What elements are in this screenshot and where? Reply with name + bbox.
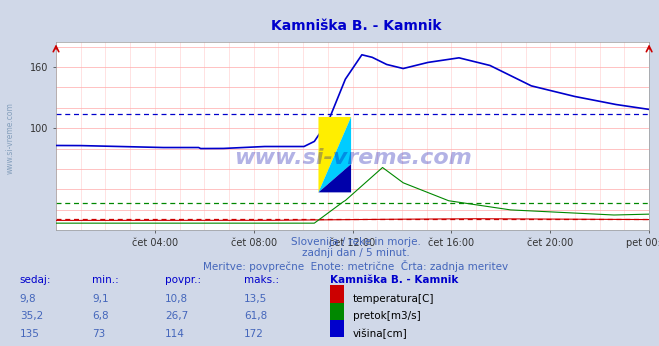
Text: Slovenija / reke in morje.: Slovenija / reke in morje. (291, 237, 421, 247)
Text: Kamniška B. - Kamnik: Kamniška B. - Kamnik (330, 275, 458, 285)
Text: 61,8: 61,8 (244, 311, 267, 321)
Text: 73: 73 (92, 329, 105, 339)
Text: 26,7: 26,7 (165, 311, 188, 321)
Text: 6,8: 6,8 (92, 311, 109, 321)
Text: pretok[m3/s]: pretok[m3/s] (353, 311, 420, 321)
Text: 172: 172 (244, 329, 264, 339)
Text: 35,2: 35,2 (20, 311, 43, 321)
Text: www.si-vreme.com: www.si-vreme.com (234, 148, 471, 169)
Polygon shape (318, 117, 351, 192)
Text: maks.:: maks.: (244, 275, 279, 285)
Text: višina[cm]: višina[cm] (353, 329, 407, 339)
Text: Meritve: povprečne  Enote: metrične  Črta: zadnja meritev: Meritve: povprečne Enote: metrične Črta:… (203, 260, 509, 272)
Text: 10,8: 10,8 (165, 294, 188, 304)
Text: 9,8: 9,8 (20, 294, 36, 304)
Text: min.:: min.: (92, 275, 119, 285)
Text: 9,1: 9,1 (92, 294, 109, 304)
Text: povpr.:: povpr.: (165, 275, 201, 285)
Text: www.si-vreme.com: www.si-vreme.com (5, 102, 14, 174)
Text: zadnji dan / 5 minut.: zadnji dan / 5 minut. (302, 248, 410, 258)
Text: 13,5: 13,5 (244, 294, 267, 304)
Text: temperatura[C]: temperatura[C] (353, 294, 434, 304)
Text: 135: 135 (20, 329, 40, 339)
Text: sedaj:: sedaj: (20, 275, 51, 285)
Text: Kamniška B. - Kamnik: Kamniška B. - Kamnik (271, 19, 441, 33)
Text: 114: 114 (165, 329, 185, 339)
Polygon shape (318, 164, 351, 192)
Polygon shape (318, 117, 351, 192)
